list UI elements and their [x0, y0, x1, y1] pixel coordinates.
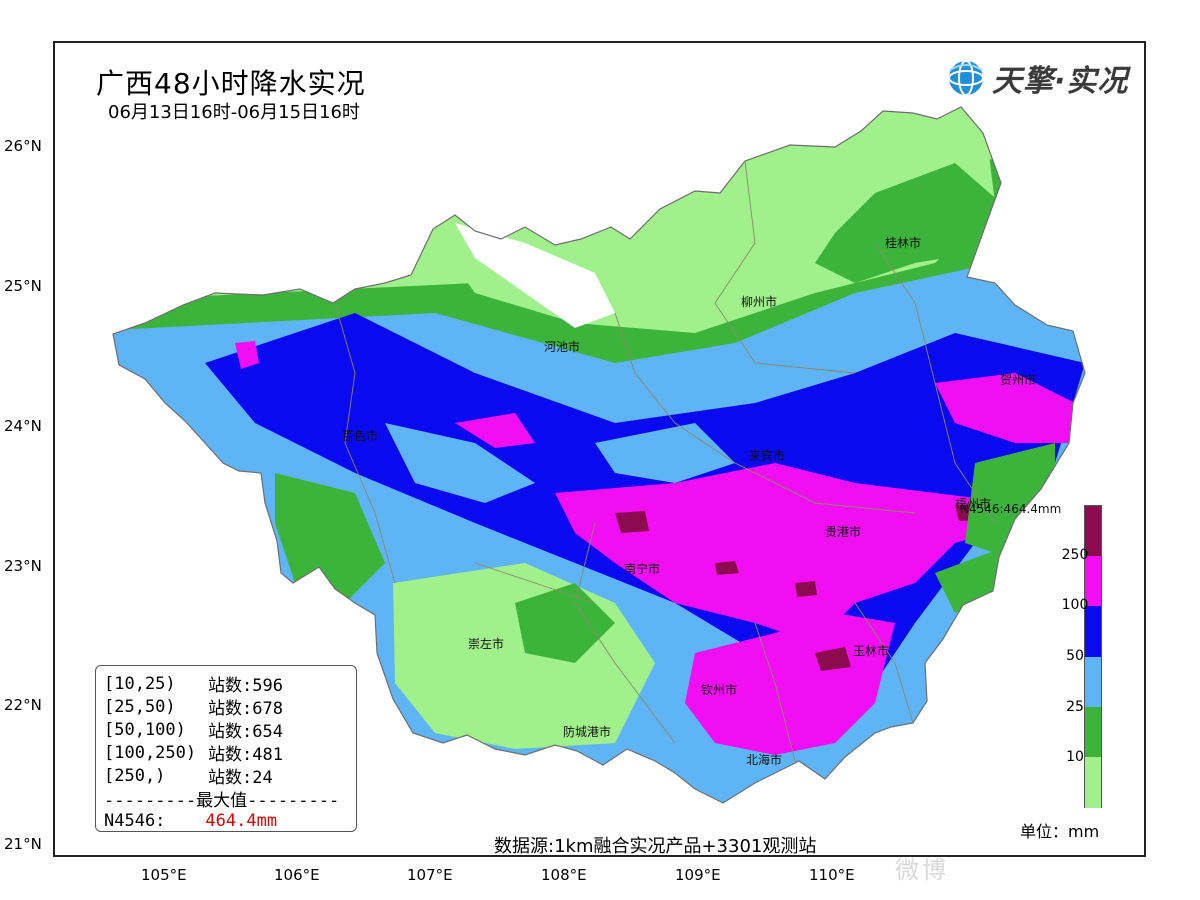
lat-label: 26°N [4, 137, 42, 155]
stat-count: 站数:24 [208, 768, 273, 788]
legend-swatch [1085, 707, 1101, 757]
stat-range: [250,) [104, 765, 166, 786]
city-label-guilin: 桂林市 [885, 236, 922, 250]
city-label-fangchenggang: 防城港市 [563, 725, 612, 739]
stat-row: [100,250) 站数:481 [104, 741, 348, 766]
lon-label: 107°E [407, 866, 453, 884]
legend-swatch [1085, 506, 1101, 556]
stat-row: [250,) 站数:24 [104, 764, 348, 789]
stat-count: 站数:654 [208, 722, 283, 742]
city-label-yulin: 玉林市 [853, 644, 890, 658]
stat-divider: ---------最大值--------- [104, 790, 340, 811]
city-label-hezhou: 贺州市 [1000, 373, 1037, 387]
logo: 天擎·实况 [946, 56, 1128, 100]
stat-row: [10,25) 站数:596 [104, 672, 348, 697]
legend-swatch [1085, 556, 1101, 606]
station-stats-box: [10,25) 站数:596 [25,50) 站数:678 [50,100) 站… [95, 665, 357, 832]
watermark: 微博 [895, 856, 949, 884]
lon-label: 108°E [541, 866, 587, 884]
city-label-nanning: 南宁市 [624, 562, 661, 576]
stat-count: 站数:678 [208, 699, 283, 719]
max-station: N4546: [104, 810, 166, 831]
city-label-qinzhou: 钦州市 [701, 683, 738, 697]
city-label-wuzhou: 梧州市 [955, 497, 992, 511]
max-value-annotation: N4546:464.4mm [960, 502, 1062, 516]
lon-label: 106°E [274, 866, 320, 884]
stat-range: [100,250) [104, 742, 197, 763]
stat-range: [10,25) [104, 673, 176, 694]
city-label-laibin: 来宾市 [749, 449, 786, 463]
legend-swatch [1085, 657, 1101, 707]
city-label-baise: 百色市 [342, 429, 379, 443]
city-label-hechi: 河池市 [544, 340, 581, 354]
lat-label: 23°N [4, 557, 42, 575]
legend-label: 50 [1066, 648, 1084, 664]
stat-row: [50,100) 站数:654 [104, 718, 348, 743]
stat-row: [25,50) 站数:678 [104, 695, 348, 720]
city-label-liuzhou: 柳州市 [741, 295, 778, 309]
lon-label: 109°E [675, 866, 721, 884]
stat-max-row: N4546: 464.4mm [104, 809, 348, 832]
lon-label: 110°E [809, 866, 855, 884]
legend-label: 250 [1061, 547, 1089, 563]
stat-range: [25,50) [104, 696, 176, 717]
max-value: 464.4mm [205, 810, 278, 831]
legend-swatch [1085, 757, 1101, 808]
city-label-guigang: 贵港市 [825, 525, 862, 539]
legend-swatch [1085, 606, 1101, 657]
legend-colorbar [1084, 505, 1102, 808]
lat-label: 21°N [4, 835, 42, 853]
city-label-chongzuo: 崇左市 [468, 637, 505, 651]
globe-icon [948, 60, 984, 96]
logo-text: 天擎·实况 [992, 64, 1129, 99]
map-subtitle: 06月13日16时-06月15日16时 [108, 102, 360, 123]
lat-label: 25°N [4, 277, 42, 295]
legend-label: 10 [1066, 749, 1084, 765]
legend-label: 25 [1066, 699, 1084, 715]
city-label-beihai: 北海市 [746, 753, 783, 767]
lat-label: 22°N [4, 696, 42, 714]
stat-range: [50,100) [104, 719, 186, 740]
legend-unit: 单位：mm [1020, 822, 1100, 841]
data-source: 数据源:1km融合实况产品+3301观测站 [494, 836, 817, 857]
stat-count: 站数:481 [208, 745, 283, 765]
stat-count: 站数:596 [208, 676, 283, 696]
map-title: 广西48小时降水实况 [96, 67, 366, 100]
lat-label: 24°N [4, 417, 42, 435]
legend-label: 100 [1061, 597, 1089, 613]
lon-label: 105°E [141, 866, 187, 884]
